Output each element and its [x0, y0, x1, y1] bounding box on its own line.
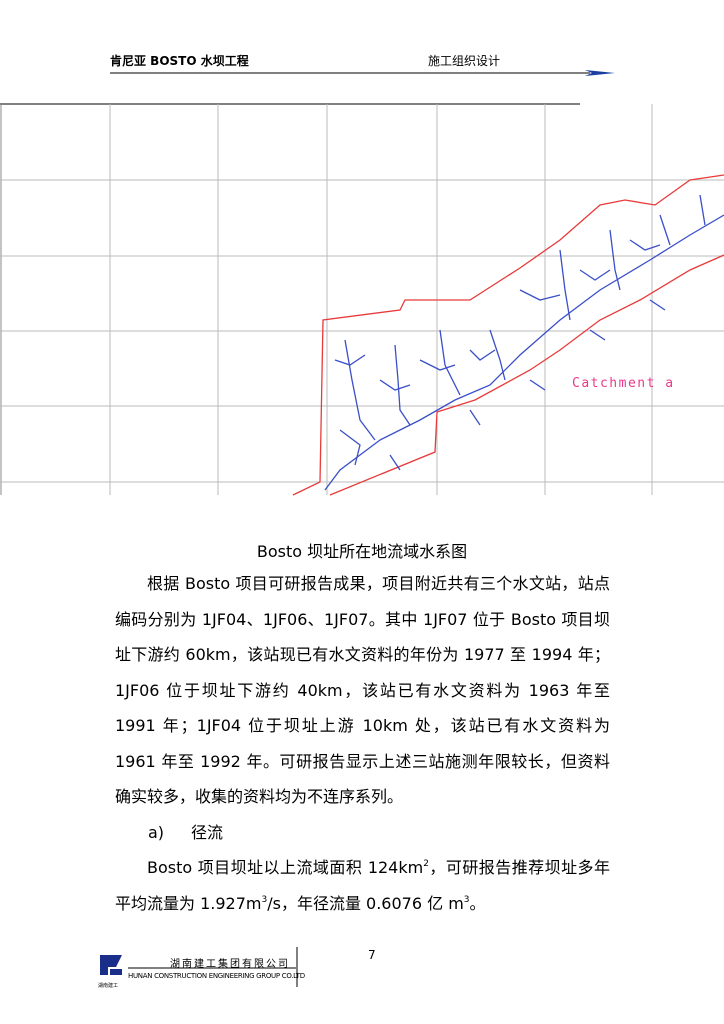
company-en: HUNAN CONSTRUCTION ENGINEERING GROUP CO.…: [128, 972, 305, 980]
header-project: 肯尼亚 BOSTO 水坝工程: [110, 54, 249, 68]
figure-caption: Bosto 坝址所在地流域水系图: [256, 542, 468, 561]
page-number: 7: [368, 948, 376, 962]
text-run: ，可研报告推荐坝址多年平均流量为 1.927m: [115, 858, 610, 913]
paragraph: 根据 Bosto 项目可研报告成果，项目附近共有三个水文站，站点编码分别为 1J…: [115, 574, 610, 806]
list-marker: a): [148, 822, 165, 842]
catchment-boundary: [329, 254, 724, 496]
text-run: Bosto 项目坝址以上流域面积 124km: [147, 858, 424, 877]
company-cn: 湖南建工集团有限公司: [170, 959, 290, 970]
header-arrow: [585, 70, 615, 76]
text-run: 。: [469, 893, 486, 913]
footer-logo: [100, 947, 298, 987]
map-grid: [0, 103, 724, 495]
logo-mark: [100, 955, 108, 975]
list-item: a) 径流: [115, 815, 610, 851]
body-text: 根据 Bosto 项目可研报告成果，项目附近共有三个水文站，站点编码分别为 1J…: [115, 566, 610, 921]
list-title: 径流: [191, 822, 224, 842]
river-network: [324, 194, 724, 491]
figure-map: Catchment a: [0, 70, 724, 496]
logo-text: 湖南建工: [98, 983, 119, 989]
superscript: 2: [423, 859, 429, 869]
header-section: 施工组织设计: [428, 54, 501, 68]
paragraph: Bosto 项目坝址以上流域面积 124km2，可研报告推荐坝址多年平均流量为 …: [115, 850, 610, 921]
text-run: /s，年径流量 0.6076 亿 m: [267, 893, 464, 913]
map-label: Catchment a: [572, 376, 675, 391]
catchment-boundary: [292, 174, 724, 496]
superscript: 3: [261, 894, 268, 905]
logo-mark: [110, 969, 122, 975]
superscript: 3: [463, 894, 470, 905]
logo-mark: [108, 955, 122, 967]
